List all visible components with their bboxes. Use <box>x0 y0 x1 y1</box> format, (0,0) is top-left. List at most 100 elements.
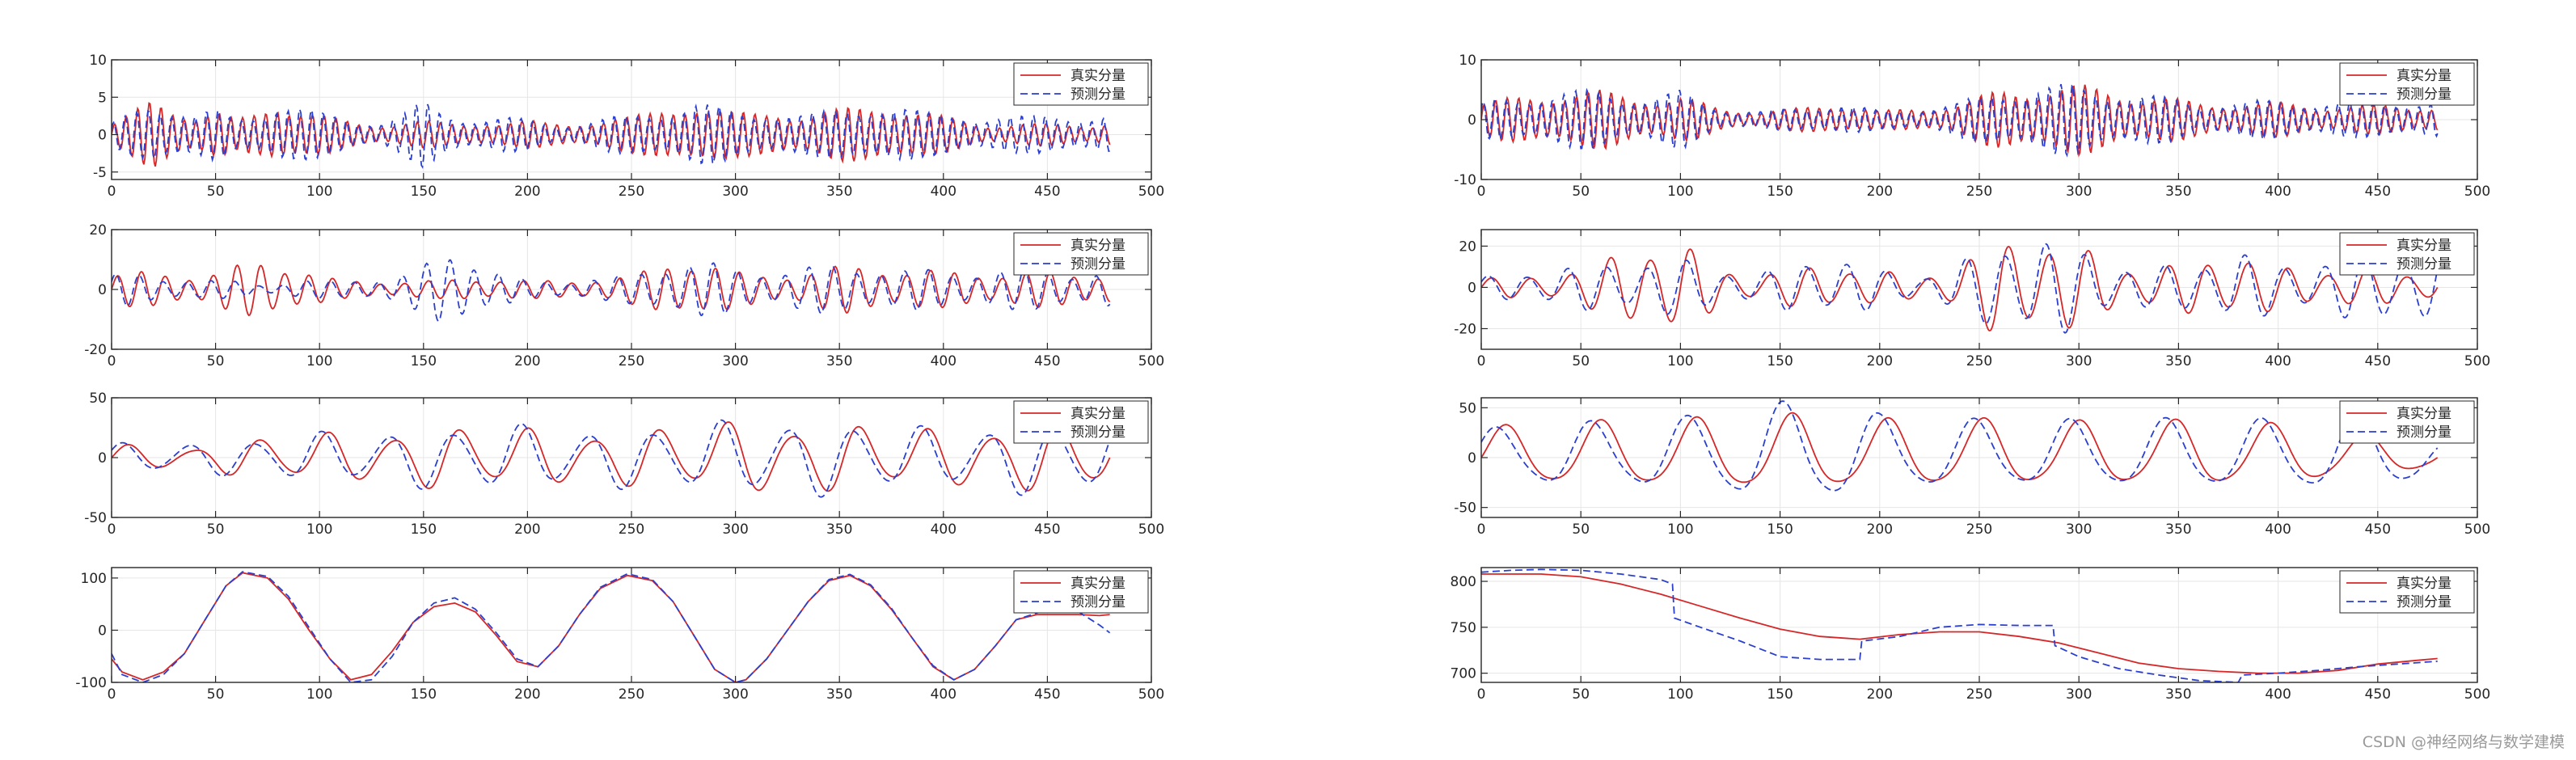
true-series-line <box>1481 246 2439 331</box>
x-tick-label: 500 <box>2464 686 2490 703</box>
x-tick-label: 150 <box>1767 353 1793 369</box>
x-tick-label: 100 <box>306 686 332 703</box>
legend-label-true: 真实分量 <box>2397 68 2451 84</box>
legend-box <box>2339 400 2475 444</box>
x-tick-label: 300 <box>2066 184 2092 200</box>
legend-box <box>2339 232 2475 276</box>
x-tick-label: 50 <box>207 184 225 200</box>
y-tick-label: 0 <box>1467 112 1476 129</box>
y-tick-label: -50 <box>84 510 107 526</box>
x-tick-label: 450 <box>2365 686 2391 703</box>
chart-panel-l3: 0 50 100 150 200 250 300 350 400 450 500-50050真实分量… <box>84 391 1164 538</box>
legend-label-pred: 预测分量 <box>2397 256 2451 272</box>
x-tick-label: 400 <box>2265 686 2291 703</box>
y-tick-label: 800 <box>1451 574 1476 590</box>
true-series-line <box>112 421 1111 492</box>
x-tick-label: 350 <box>826 353 852 369</box>
x-tick-label: 200 <box>1867 353 1893 369</box>
x-tick-label: 350 <box>2165 686 2191 703</box>
y-tick-label: -20 <box>1454 321 1476 337</box>
pred-series-line <box>1481 400 2439 492</box>
x-tick-label: 250 <box>619 184 644 200</box>
y-tick-label: 750 <box>1451 620 1476 636</box>
x-tick-label: 50 <box>1572 686 1590 703</box>
legend-label-pred: 预测分量 <box>2397 87 2451 103</box>
x-tick-label: 500 <box>2464 521 2490 538</box>
legend-label-pred: 预测分量 <box>1071 594 1125 610</box>
x-tick-label: 450 <box>2365 184 2391 200</box>
x-tick-label: 50 <box>1572 184 1590 200</box>
true-series-line <box>112 264 1111 317</box>
legend-label-pred: 预测分量 <box>1071 87 1125 103</box>
x-tick-label: 100 <box>1667 686 1693 703</box>
x-tick-label: 350 <box>2165 521 2191 538</box>
legend-box <box>1013 570 1149 614</box>
pred-series-line <box>112 103 1110 170</box>
x-tick-label: 100 <box>1667 184 1693 200</box>
x-tick-label: 100 <box>1667 353 1693 369</box>
legend-label-pred: 预测分量 <box>2397 594 2451 610</box>
x-tick-label: 200 <box>514 184 540 200</box>
legend-label-true: 真实分量 <box>2397 406 2451 422</box>
x-tick-label: 250 <box>1966 184 1992 200</box>
x-tick-label: 100 <box>306 353 332 369</box>
chart-panel-r1: 0 50 100 150 200 250 300 350 400 450 500-10010真实分量… <box>1454 53 2490 200</box>
x-tick-label: 400 <box>2265 353 2291 369</box>
x-tick-label: 450 <box>1034 184 1060 200</box>
legend-label-true: 真实分量 <box>1071 68 1125 84</box>
x-tick-label: 500 <box>1138 686 1164 703</box>
y-tick-label: -20 <box>84 342 107 358</box>
legend-label-true: 真实分量 <box>1071 406 1125 422</box>
y-tick-label: 50 <box>1459 400 1476 416</box>
legend-label-pred: 预测分量 <box>1071 256 1125 272</box>
x-tick-label: 150 <box>1767 686 1793 703</box>
pred-series-line <box>112 259 1111 323</box>
x-tick-label: 100 <box>1667 521 1693 538</box>
y-tick-label: 20 <box>89 222 107 239</box>
chart-panel-r4: 0 50 100 150 200 250 300 350 400 450 500 700 750 800 真… <box>1451 567 2490 703</box>
x-tick-label: 250 <box>1966 521 1992 538</box>
x-tick-label: 400 <box>931 521 956 538</box>
x-tick-label: 250 <box>1966 686 1992 703</box>
x-tick-label: 50 <box>1572 353 1590 369</box>
pred-series-line <box>1481 83 2439 158</box>
x-tick-label: 400 <box>931 353 956 369</box>
x-tick-label: 100 <box>306 521 332 538</box>
x-tick-label: 150 <box>1767 521 1793 538</box>
y-tick-label: 0 <box>1467 450 1476 467</box>
legend-label-true: 真实分量 <box>1071 238 1125 254</box>
x-tick-label: 150 <box>411 521 437 538</box>
y-tick-label: 20 <box>1459 239 1476 255</box>
x-tick-label: 200 <box>514 686 540 703</box>
y-tick-label: 700 <box>1451 666 1476 682</box>
legend-label-true: 真实分量 <box>2397 576 2451 592</box>
x-tick-label: 150 <box>411 353 437 369</box>
x-tick-label: 300 <box>722 184 748 200</box>
x-tick-label: 200 <box>1867 184 1893 200</box>
x-tick-label: 500 <box>1138 184 1164 200</box>
x-tick-label: 350 <box>2165 353 2191 369</box>
x-tick-label: 0 <box>108 184 116 200</box>
x-tick-label: 450 <box>1034 353 1060 369</box>
x-tick-label: 450 <box>2365 521 2391 538</box>
y-tick-label: 0 <box>98 623 107 639</box>
x-tick-label: 50 <box>207 521 225 538</box>
legend-box <box>2339 62 2475 106</box>
x-tick-label: 500 <box>2464 353 2490 369</box>
x-tick-label: 0 <box>1477 184 1486 200</box>
legend-label-pred: 预测分量 <box>1071 424 1125 441</box>
x-tick-label: 150 <box>411 686 437 703</box>
x-tick-label: 300 <box>722 686 748 703</box>
pred-series-line <box>1481 568 2438 682</box>
x-tick-label: 300 <box>2066 521 2092 538</box>
x-tick-label: 400 <box>2265 184 2291 200</box>
y-tick-label: 100 <box>81 571 107 587</box>
legend-label-pred: 预测分量 <box>2397 424 2451 441</box>
